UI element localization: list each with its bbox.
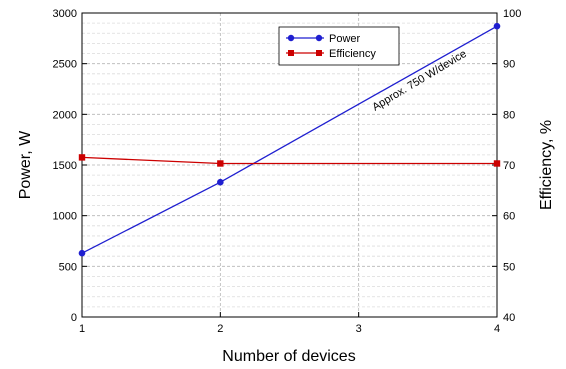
series-layer [78, 22, 501, 257]
efficiency-point [493, 160, 501, 167]
efficiency-series-line [81, 156, 497, 165]
left-y-tick-label: 0 [71, 312, 77, 324]
right-y-axis-ticks: 40 50 60 70 80 90 100 [492, 8, 521, 324]
right-y-tick-label: 80 [503, 109, 515, 121]
legend: Power Efficiency [278, 26, 400, 66]
left-y-tick-label: 500 [59, 261, 77, 273]
x-axis-ticks: 1 2 3 4 [79, 312, 500, 335]
left-y-axis-ticks: 0 500 1000 1500 2000 2500 3000 [53, 8, 87, 324]
right-y-tick-label: 40 [503, 312, 515, 324]
left-y-tick-label: 2000 [53, 109, 77, 121]
legend-efficiency-marker-left [288, 50, 294, 56]
legend-power-marker-right [315, 34, 323, 42]
power-point [78, 249, 86, 257]
x-tick-label: 4 [494, 323, 500, 335]
right-y-tick-label: 70 [503, 160, 515, 172]
legend-efficiency-label: Efficiency [329, 48, 376, 60]
left-y-tick-label: 2500 [53, 59, 77, 71]
legend-box [278, 26, 400, 66]
left-y-axis-title: Power, W [17, 130, 34, 199]
legend-power-marker-left [287, 34, 295, 42]
x-axis-title: Number of devices [222, 348, 355, 365]
right-y-tick-label: 60 [503, 211, 515, 223]
right-y-tick-label: 90 [503, 59, 515, 71]
left-y-tick-label: 3000 [53, 8, 77, 20]
right-y-axis-title: Efficiency, % [538, 120, 555, 210]
left-y-tick-label: 1500 [53, 160, 77, 172]
x-tick-label: 2 [217, 323, 223, 335]
right-y-tick-label: 100 [503, 8, 521, 20]
legend-efficiency-marker-right [316, 50, 322, 56]
x-tick-label: 3 [356, 323, 362, 335]
x-tick-label: 1 [79, 323, 85, 335]
efficiency-point [217, 160, 224, 167]
power-point [493, 22, 501, 30]
legend-power-label: Power [329, 33, 361, 45]
right-y-tick-label: 50 [503, 261, 515, 273]
left-y-tick-label: 1000 [53, 211, 77, 223]
power-point [217, 178, 224, 186]
efficiency-point [78, 154, 86, 161]
